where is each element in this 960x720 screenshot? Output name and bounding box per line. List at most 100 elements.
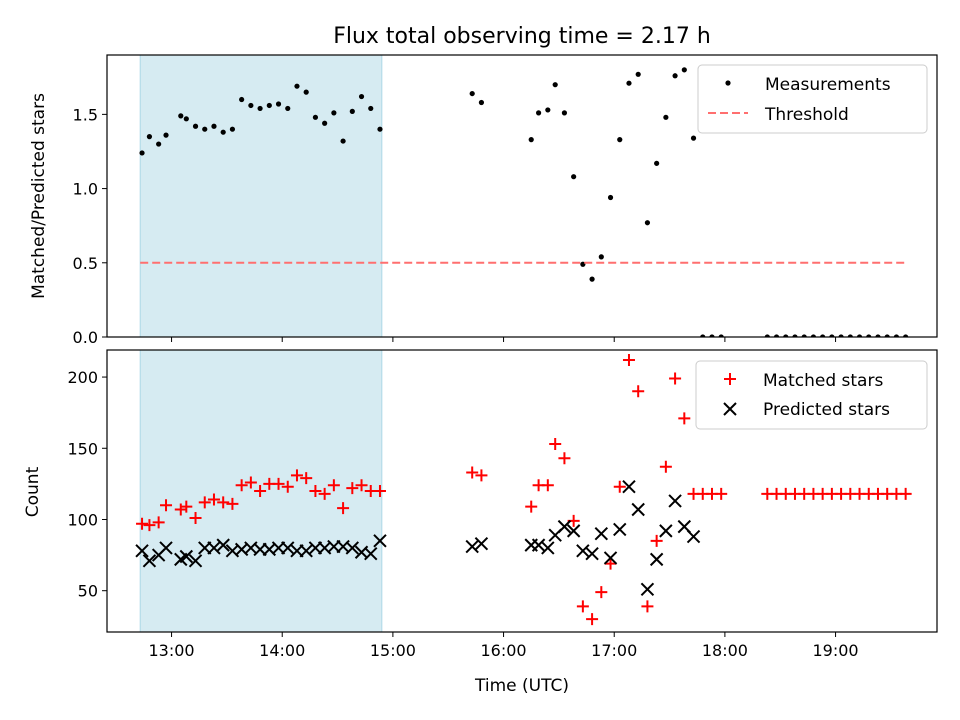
matched-stars-point [650, 534, 663, 547]
measurements-point [156, 141, 162, 147]
y-tick-label: 1.0 [73, 180, 98, 199]
matched-stars-point [337, 502, 350, 515]
measurements-point [266, 102, 272, 109]
x-tick-label: 13:00 [149, 641, 195, 660]
measurements-point [580, 261, 586, 267]
measurements-point [783, 334, 789, 337]
predicted-stars-point [640, 582, 655, 596]
bottom-panel: 50 100 150 200 13:00 14:00 15:00 16:00 17:00 18:0… [23, 349, 938, 696]
x-tick-label: 15:00 [370, 641, 416, 660]
predicted-stars-point [345, 541, 360, 555]
measurements-point [220, 129, 226, 135]
matched-stars-point [198, 496, 211, 509]
matched-stars-point [207, 493, 220, 506]
measurements-point [377, 126, 383, 132]
predicted-stars-point [281, 541, 295, 555]
y-tick-label: 50 [78, 582, 98, 601]
measurements-point [764, 334, 770, 337]
measurements-point [792, 334, 798, 337]
matched-stars-point [595, 586, 608, 599]
measurements-point [561, 110, 568, 116]
top-y-axis-label: Matched/Predicted stars [29, 93, 49, 299]
matched-stars-point [174, 503, 187, 516]
matched-stars-point [327, 479, 340, 492]
matched-stars-point [143, 519, 156, 532]
measurements-point [672, 73, 678, 79]
measurements-point [331, 110, 337, 116]
measurements-point [589, 276, 595, 282]
measurements-point [820, 334, 826, 337]
measurements-point [312, 114, 319, 120]
measurements-point [598, 254, 604, 260]
axes-frame [106, 349, 938, 633]
matched-stars-point [466, 466, 479, 479]
x-tick-label: 17:00 [591, 641, 637, 660]
x-tick-label: 14:00 [259, 641, 305, 660]
measurements-point [469, 90, 475, 97]
predicted-stars-point [474, 536, 489, 551]
predicted-stars-point [135, 544, 149, 558]
measurements-point [866, 334, 872, 337]
predicted-stars-point [188, 554, 203, 568]
measurements-point [275, 101, 282, 107]
predicted-stars-point [649, 552, 664, 567]
shaded-observing-interval [139, 54, 383, 338]
predicted-stars-point [541, 541, 555, 555]
predicted-stars-point [622, 480, 636, 494]
measurements-point [644, 220, 651, 226]
matched-stars-point [254, 485, 267, 497]
legend-matched-label: Matched stars [763, 371, 883, 391]
measurements-point [893, 334, 900, 337]
measurements-point [626, 80, 632, 86]
matched-stars-point [475, 469, 488, 482]
matched-stars-point [715, 487, 728, 500]
measurements-point [884, 334, 890, 337]
matched-stars-point [244, 476, 257, 489]
measurements-point [663, 114, 669, 120]
measurements-point [322, 120, 328, 126]
matched-stars-point [525, 500, 538, 513]
predicted-stars-point [566, 524, 581, 538]
measurements-point [875, 334, 881, 337]
matched-stars-point [217, 496, 230, 509]
data-marks [135, 353, 912, 626]
measurements-point [810, 334, 817, 337]
axes-frame [106, 54, 938, 338]
predicted-stars-point [207, 541, 221, 555]
measurements-point [229, 126, 236, 132]
measurements-point [178, 113, 184, 119]
matched-stars-point [226, 497, 239, 510]
predicted-stars-point [159, 541, 173, 555]
matched-stars-point [180, 500, 193, 513]
measurements-point [183, 116, 189, 122]
x-tick-label: 18:00 [702, 641, 748, 660]
measurements-point [239, 96, 245, 103]
predicted-stars-point [364, 546, 378, 561]
x-tick-label: 16:00 [481, 641, 527, 660]
bottom-legend-frame [695, 360, 928, 430]
legend-predicted-marker [723, 402, 737, 416]
y-tick-label: 150 [67, 439, 98, 458]
matched-stars-point [160, 499, 173, 512]
measurements-point [654, 160, 660, 166]
top-legend: Measurements Threshold [697, 64, 928, 134]
legend-measurements-label: Measurements [765, 75, 891, 95]
measurements-point [163, 132, 169, 138]
legend-predicted-label: Predicted stars [763, 400, 890, 420]
measurements-point [536, 110, 542, 116]
matched-stars-point [669, 372, 682, 385]
measurements-point [700, 334, 706, 337]
measurements-point [838, 334, 844, 337]
predicted-stars-point [585, 546, 599, 561]
matched-stars-point [678, 412, 691, 425]
predicted-stars-point [557, 519, 572, 534]
predicted-stars-point [686, 529, 701, 544]
measurements-point [847, 334, 853, 337]
top-legend-frame [697, 64, 928, 134]
measurements-point [571, 174, 577, 180]
predicted-stars-point [659, 524, 673, 538]
matched-stars-point [300, 472, 313, 485]
predicted-stars-point [299, 544, 313, 558]
predicted-stars-point [465, 539, 479, 554]
